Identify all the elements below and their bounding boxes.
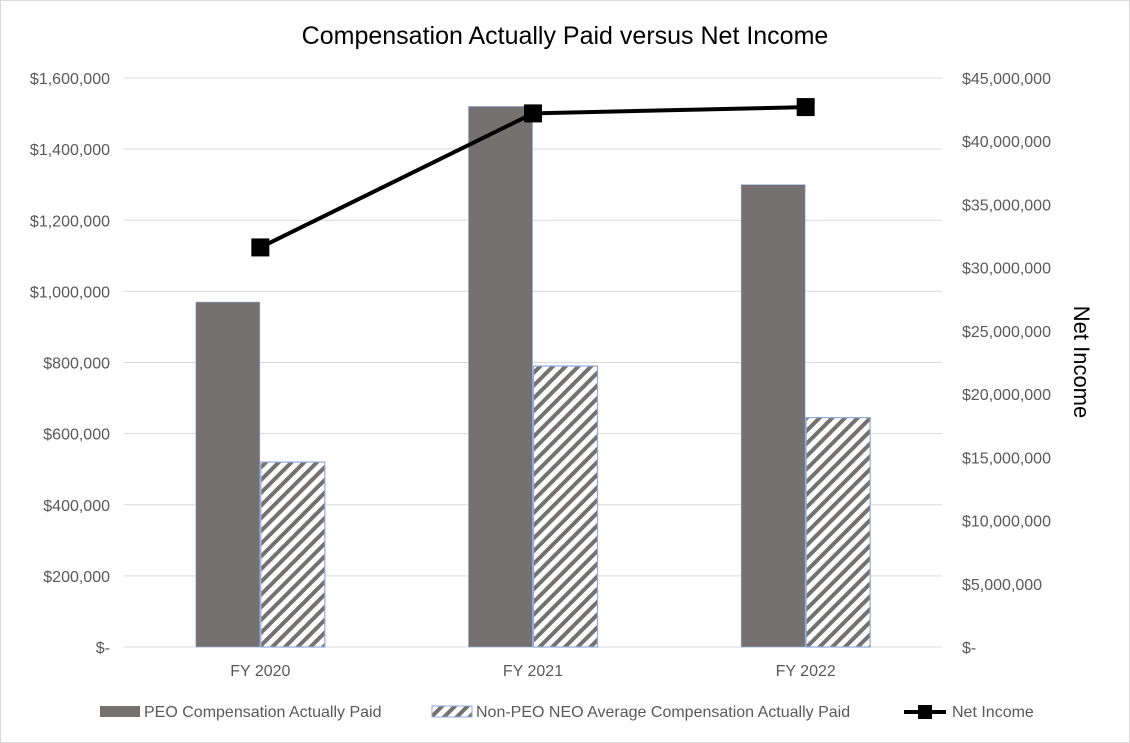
net-income-marker-1 (524, 104, 542, 123)
legend-swatch-non-peo (431, 705, 473, 718)
non-peo-bar-2 (805, 417, 871, 648)
left-tick-label: $1,200,000 (30, 213, 110, 230)
right-axis-title: Net Income (1069, 306, 1094, 419)
left-tick-label: $200,000 (43, 569, 110, 586)
left-tick-label: $1,600,000 (30, 71, 110, 88)
legend-label-net-income: Net Income (952, 704, 1034, 721)
x-tick-label: FY 2022 (776, 663, 836, 680)
left-tick-label: $1,000,000 (30, 284, 110, 301)
right-tick-label: $20,000,000 (962, 387, 1051, 404)
right-tick-label: $- (962, 640, 976, 657)
right-tick-label: $45,000,000 (962, 71, 1051, 88)
net-income-line (259, 105, 806, 250)
legend-label-peo: PEO Compensation Actually Paid (144, 704, 381, 721)
left-tick-label: $400,000 (43, 498, 110, 515)
left-tick-label: $1,400,000 (30, 142, 110, 159)
x-axis-ticks: FY 2020 FY 2021 FY 2022 (230, 663, 836, 680)
left-tick-label: $600,000 (43, 427, 110, 444)
left-axis-ticks: $- $200,000 $400,000 $600,000 $800,000 $1,000… (30, 71, 110, 657)
non-peo-bar-0 (260, 461, 326, 648)
chart-title: Compensation Actually Paid versus Net In… (302, 22, 829, 50)
left-tick-label: $800,000 (43, 356, 110, 373)
peo-bar-0 (195, 301, 261, 648)
legend: PEO Compensation Actually Paid Non-PEO NE… (100, 704, 1034, 721)
net-income-line-layer (251, 98, 815, 257)
right-tick-label: $30,000,000 (962, 261, 1051, 278)
left-tick-label: $- (96, 640, 110, 657)
net-income-marker-2 (796, 98, 815, 117)
net-income-marker-0 (251, 238, 270, 257)
legend-label-non-peo: Non-PEO NEO Average Compensation Actuall… (476, 704, 850, 721)
right-axis-ticks: $- $5,000,000 $10,000,000 $15,000,000 $20,00… (962, 71, 1051, 657)
peo-bar-2 (740, 184, 806, 648)
right-tick-label: $40,000,000 (962, 134, 1051, 151)
bars (195, 106, 871, 648)
legend-swatch-peo (100, 706, 140, 717)
right-tick-label: $5,000,000 (962, 577, 1042, 594)
x-tick-label: FY 2020 (230, 663, 290, 680)
x-tick-label: FY 2021 (503, 663, 563, 680)
right-tick-label: $35,000,000 (962, 197, 1051, 214)
right-tick-label: $25,000,000 (962, 324, 1051, 341)
right-tick-label: $10,000,000 (962, 514, 1051, 531)
non-peo-bar-1 (532, 365, 599, 648)
right-tick-label: $15,000,000 (962, 450, 1051, 467)
peo-bar-1 (468, 106, 533, 648)
legend-swatch-net-income-marker (918, 705, 932, 719)
